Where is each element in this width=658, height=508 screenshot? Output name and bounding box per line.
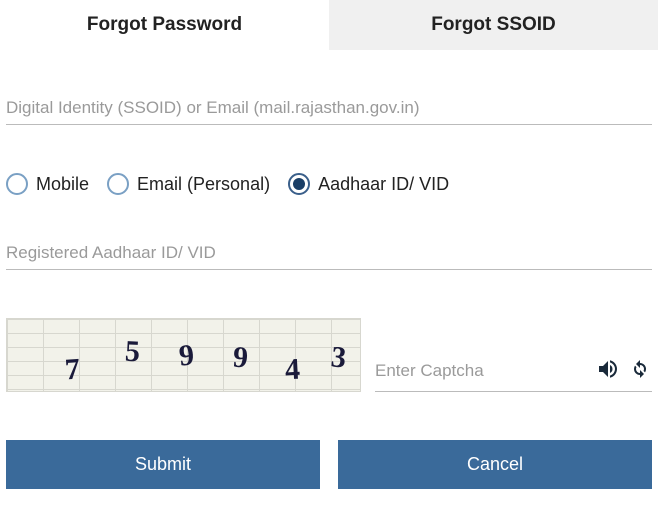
recovery-method-group: Mobile Email (Personal) Aadhaar ID/ VID [6,173,652,195]
radio-circle-icon [288,173,310,195]
radio-circle-icon [6,173,28,195]
radio-label: Mobile [36,174,89,195]
identity-input[interactable] [6,90,652,125]
tab-bar: Forgot Password Forgot SSOID [0,0,658,50]
tab-forgot-password[interactable]: Forgot Password [0,0,329,50]
captcha-char: 9 [178,338,196,373]
radio-mobile[interactable]: Mobile [6,173,89,195]
captcha-char: 9 [232,341,249,376]
cancel-button[interactable]: Cancel [338,440,652,489]
captcha-input[interactable] [375,355,596,387]
captcha-char: 5 [124,335,141,370]
tab-forgot-ssoid[interactable]: Forgot SSOID [329,0,658,50]
secondary-input[interactable] [6,235,652,270]
radio-circle-icon [107,173,129,195]
captcha-image: 7 5 9 9 4 3 [6,318,361,392]
submit-button[interactable]: Submit [6,440,320,489]
refresh-captcha-icon[interactable] [628,357,652,386]
audio-captcha-icon[interactable] [596,357,620,386]
radio-aadhaar[interactable]: Aadhaar ID/ VID [288,173,449,195]
radio-label: Aadhaar ID/ VID [318,174,449,195]
radio-label: Email (Personal) [137,174,270,195]
captcha-char: 7 [64,353,81,388]
radio-email[interactable]: Email (Personal) [107,173,270,195]
captcha-char: 3 [329,340,347,375]
captcha-char: 4 [284,353,301,388]
